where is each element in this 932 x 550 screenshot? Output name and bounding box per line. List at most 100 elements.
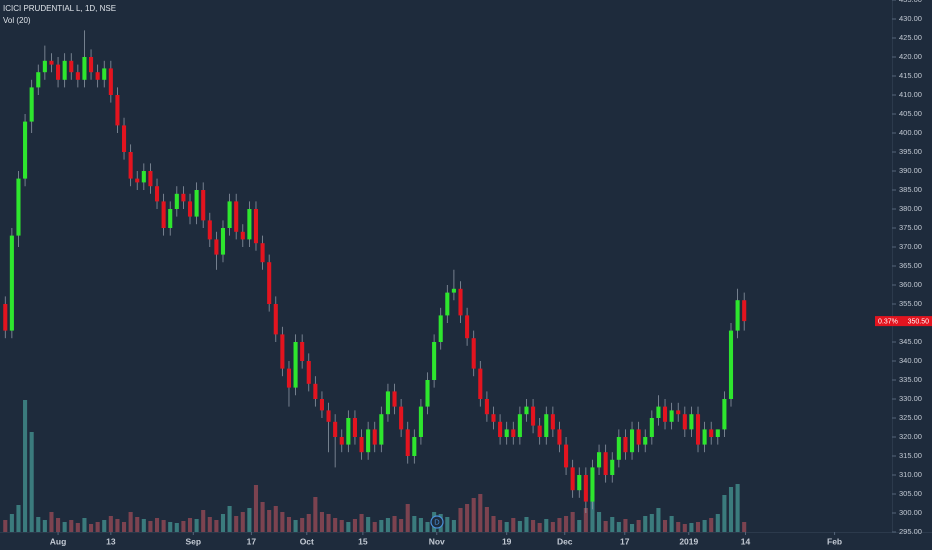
x-tick-label: 17 <box>620 536 630 546</box>
candle-body <box>623 437 628 453</box>
volume-bar <box>557 518 562 532</box>
volume-bar <box>491 516 496 532</box>
y-tick-label: 420.00 <box>899 52 922 61</box>
volume-layer <box>3 400 747 532</box>
volume-bar <box>372 522 377 532</box>
candle-body <box>484 399 489 415</box>
volume-bar <box>319 512 325 532</box>
volume-bar <box>709 518 714 532</box>
volume-bar <box>676 522 681 532</box>
candle-body <box>121 125 127 152</box>
dividend-marker-circle[interactable] <box>430 515 444 529</box>
y-tick-label: 410.00 <box>899 90 922 99</box>
candle-body <box>227 201 232 228</box>
candle-body <box>676 410 681 415</box>
volume-bar <box>339 520 344 532</box>
volume-bar <box>29 432 34 532</box>
volume-bar <box>201 510 206 532</box>
candle-body <box>616 437 621 460</box>
volume-bar <box>498 520 503 532</box>
volume-bar <box>280 512 285 532</box>
volume-bar <box>240 512 245 532</box>
x-tick-label: Oct <box>300 536 314 546</box>
candle-body <box>102 68 107 80</box>
candle-body <box>115 95 120 126</box>
candle-body <box>181 193 186 202</box>
candle-body <box>154 186 160 202</box>
candle-body <box>326 410 331 422</box>
candle-body <box>23 121 28 179</box>
candle-body <box>498 421 503 437</box>
candle-body <box>194 190 199 217</box>
candle-body <box>550 414 555 430</box>
candle-body <box>643 437 648 445</box>
x-tick-label: 15 <box>358 536 368 546</box>
x-tick-label: Aug <box>50 536 67 546</box>
y-tick-label: 360.00 <box>899 280 922 289</box>
candle-body <box>517 414 522 437</box>
volume-bar <box>517 521 522 532</box>
volume-bar <box>128 512 133 532</box>
candle-body <box>610 459 615 475</box>
candle-body <box>220 228 226 255</box>
volume-bar <box>458 508 463 532</box>
volume-bar <box>108 516 113 532</box>
volume-bar <box>465 504 470 532</box>
candle-body <box>577 475 582 491</box>
volume-bar <box>616 522 621 532</box>
dividend-marker[interactable]: D <box>434 517 440 526</box>
volume-bar <box>643 516 648 532</box>
y-tick-label: 325.00 <box>899 413 922 422</box>
candle-body <box>247 209 252 240</box>
candle-body <box>168 209 173 228</box>
candle-body <box>722 399 727 430</box>
candle-body <box>695 414 701 445</box>
volume-bar <box>735 484 740 532</box>
candle-body <box>260 243 265 263</box>
volume-bar <box>306 514 311 532</box>
volume-bar <box>300 518 305 532</box>
volume-bar <box>313 497 318 532</box>
candle-body <box>478 368 483 399</box>
volume-bar <box>253 485 259 532</box>
last-price-box <box>875 316 932 327</box>
candle-body <box>253 209 259 244</box>
candle-body <box>504 429 509 437</box>
candle-body <box>214 239 219 255</box>
volume-bar <box>69 520 74 532</box>
y-tick-label: 355.00 <box>899 299 922 308</box>
candle-body <box>352 418 357 437</box>
candle-body <box>339 437 344 445</box>
volume-bar <box>524 517 529 532</box>
volume-bar <box>577 520 582 532</box>
volume-bar <box>649 514 654 532</box>
volume-bar <box>214 520 219 532</box>
volume-bar <box>392 516 397 532</box>
volume-bar <box>689 523 694 532</box>
candle-body <box>445 292 450 316</box>
volume-bar <box>537 523 542 532</box>
candle-body <box>300 342 305 361</box>
candle-body <box>597 452 602 468</box>
candle-body <box>465 315 470 339</box>
volume-bar <box>333 518 338 532</box>
candle-body <box>207 220 212 240</box>
candle-body <box>108 68 113 95</box>
volume-bar <box>379 520 384 532</box>
candle-body <box>240 231 245 240</box>
volume-bar <box>504 522 509 532</box>
candle-body <box>689 414 694 430</box>
candle-body <box>16 178 21 236</box>
candle-body <box>273 304 278 335</box>
volume-bar <box>682 524 687 532</box>
candle-body <box>75 72 80 80</box>
y-tick-label: 405.00 <box>899 109 922 118</box>
volume-bar <box>227 506 232 532</box>
candle-body <box>669 410 674 422</box>
volume-bar <box>531 520 536 532</box>
candle-body <box>280 334 285 369</box>
x-tick-label: 2019 <box>679 536 698 546</box>
volume-bar <box>445 517 450 532</box>
